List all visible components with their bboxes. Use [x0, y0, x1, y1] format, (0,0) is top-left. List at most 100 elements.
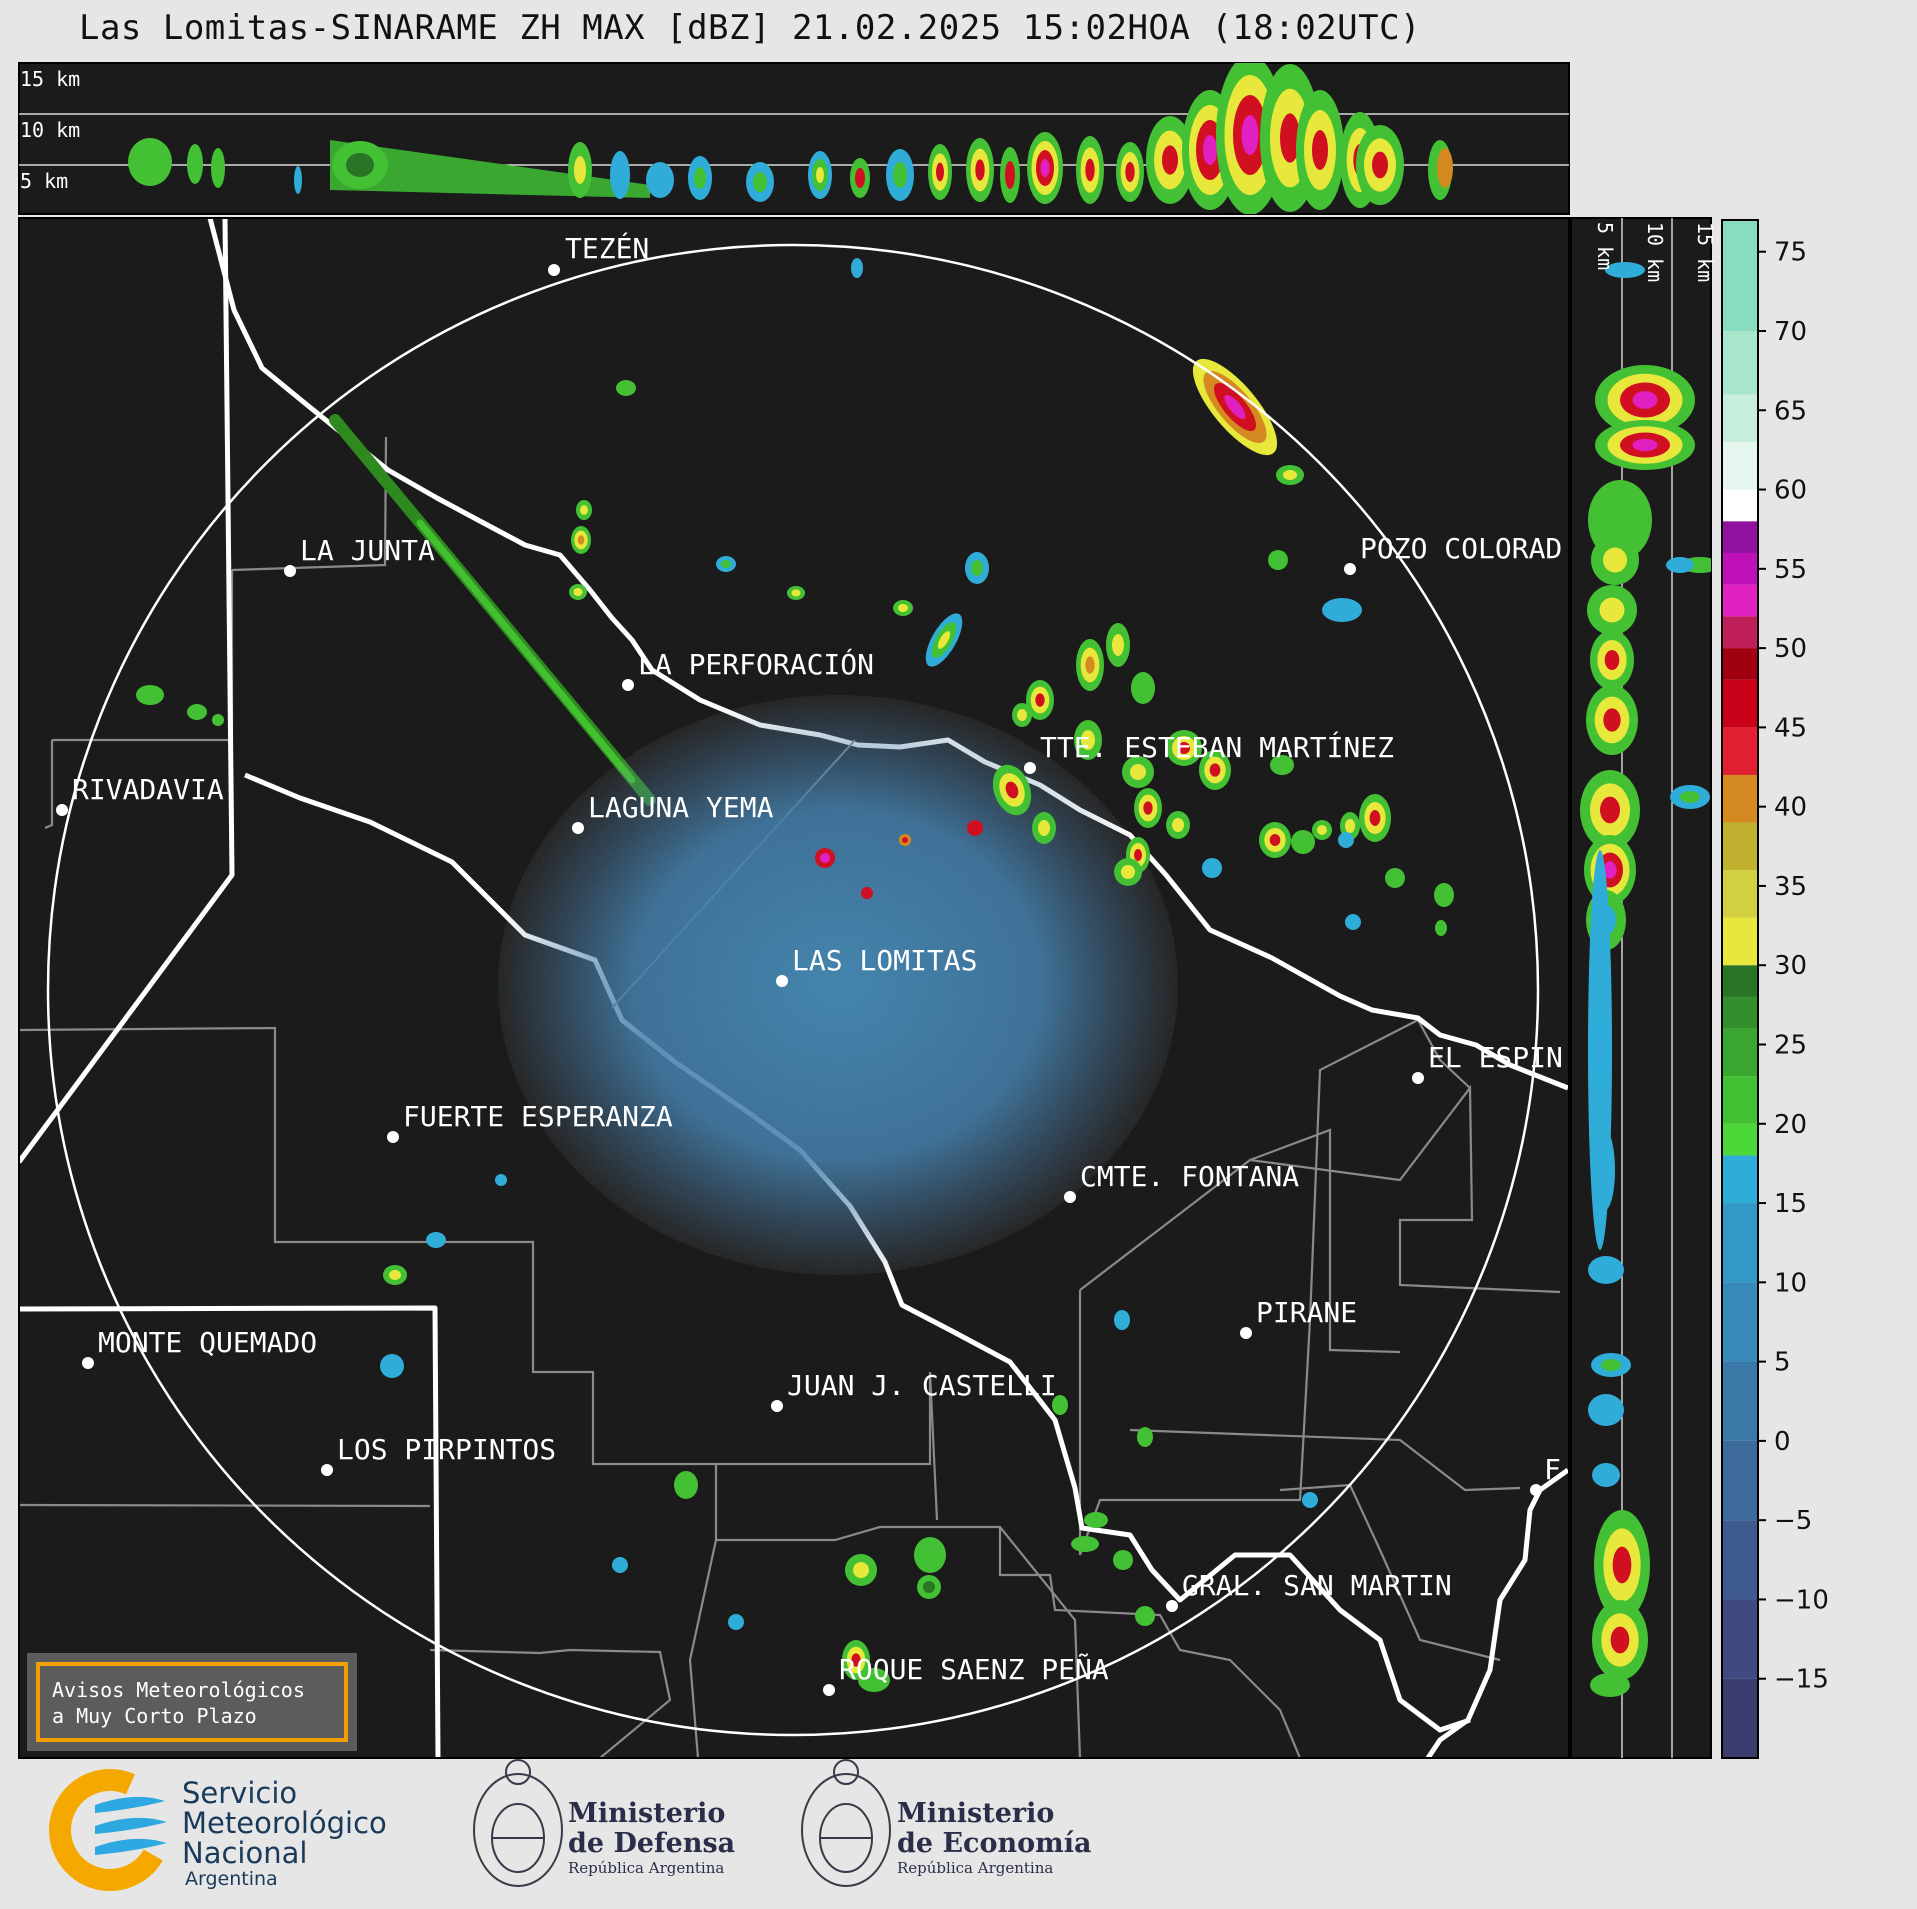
colorbar-tick-label: 75 [1774, 238, 1807, 268]
economia-logo: Ministerio de Economía República Argenti… [801, 1759, 1091, 1887]
echo-cell [965, 552, 989, 584]
echo-cell [893, 600, 913, 616]
place-las-lomitas: LAS LOMITAS [776, 944, 977, 987]
coat-of-arms-icon [801, 1759, 891, 1887]
echo-cell [966, 138, 994, 202]
echo-cell [851, 258, 863, 278]
colorbar-band [1722, 917, 1758, 966]
place-cmte-fontana: CMTE. FONTANA [1064, 1160, 1299, 1203]
echo-cell [1166, 811, 1190, 839]
echo-cell [1359, 794, 1391, 842]
top-altitude-profile: 15 km 10 km 5 km [18, 62, 1570, 215]
colorbar-band [1722, 727, 1758, 775]
svg-text:ROQUE SAENZ PEÑA: ROQUE SAENZ PEÑA [839, 1652, 1109, 1686]
colorbar-tick-label: 5 [1774, 1348, 1791, 1378]
echo-cell [1199, 750, 1231, 790]
echo-cell [1116, 142, 1144, 202]
echo-cell [1026, 680, 1054, 720]
svg-text:RIVADAVIA: RIVADAVIA [72, 773, 224, 806]
svg-text:CMTE. FONTANA: CMTE. FONTANA [1080, 1160, 1299, 1193]
echo-cell [1592, 1463, 1620, 1487]
echo-cell [1587, 585, 1637, 635]
echo-cell [858, 1668, 890, 1692]
svg-text:LAGUNA YEMA: LAGUNA YEMA [588, 791, 774, 824]
colorbar-band [1722, 220, 1758, 331]
echo-cell [576, 500, 592, 520]
echo-cell [646, 162, 674, 198]
svg-text:LAS LOMITAS: LAS LOMITAS [792, 944, 977, 977]
ground-clutter-texture [498, 695, 1178, 1275]
echo-cell [1312, 820, 1332, 840]
coat-of-arms-icon [473, 1759, 563, 1887]
echo-cell [212, 714, 224, 726]
echo-cell [1134, 788, 1162, 828]
echo-cell [1345, 914, 1361, 930]
colorbar-band [1722, 1282, 1758, 1362]
echo-cell [728, 1614, 744, 1630]
colorbar-band [1722, 330, 1758, 395]
place-monte-quemado: MONTE QUEMADO [82, 1326, 317, 1369]
echo-cell [612, 1557, 628, 1573]
colorbar-band [1722, 552, 1758, 585]
top-profile-echoes [128, 63, 1453, 214]
svg-text:FUERTE ESPERANZA: FUERTE ESPERANZA [403, 1100, 673, 1133]
echo-cell [1202, 858, 1222, 878]
echo-cell [128, 138, 172, 186]
echo-cell [886, 149, 914, 201]
place-tte-esteban-martinez: TTE. ESTEBAN MARTÍNEZ [1024, 730, 1394, 774]
colorbar-band [1722, 1678, 1758, 1758]
colorbar-tick-label: 55 [1774, 555, 1807, 585]
smn-logo: Servicio Meteorológico Nacional Argentin… [48, 1769, 387, 1891]
echo-cell [1435, 920, 1447, 936]
side-alt-label-15km: 15 km [1693, 222, 1717, 282]
echo-cell [1131, 672, 1155, 704]
echo-cell [1074, 720, 1102, 760]
echo-cell [992, 764, 1032, 816]
echo-cell [1071, 1536, 1099, 1552]
warning-box[interactable]: Avisos Meteorológicos a Muy Corto Plazo [27, 1653, 357, 1751]
defensa-line-2: de Defensa [568, 1828, 735, 1859]
svg-text:LA JUNTA: LA JUNTA [300, 534, 435, 567]
colorbar-band [1722, 1599, 1758, 1679]
colorbar-band [1722, 616, 1758, 649]
svg-text:POZO COLORAD: POZO COLORAD [1360, 532, 1562, 565]
colorbar-band [1722, 521, 1758, 553]
echo-cell [1437, 148, 1453, 188]
svg-text:PIRANE: PIRANE [1256, 1296, 1357, 1329]
echo-cell [1000, 147, 1020, 203]
colorbar-band [1722, 870, 1758, 918]
echo-cell [1076, 136, 1104, 204]
echo-cell [1137, 1427, 1153, 1447]
echo-cell [746, 162, 774, 202]
echo-cell [928, 144, 952, 200]
svg-text:LOS PIRPINTOS: LOS PIRPINTOS [337, 1433, 556, 1466]
top-alt-label-15km: 15 km [20, 67, 80, 91]
echo-cell [688, 156, 712, 200]
place-el-espinillo: EL ESPIN [1412, 1041, 1563, 1084]
echo-cell [568, 142, 592, 198]
echo-cell [1114, 858, 1142, 886]
side-profile-echoes [1580, 262, 1711, 1697]
colorbar-tick-label: 0 [1774, 1427, 1791, 1457]
place-roque-saenz-pena: ROQUE SAENZ PEÑA [823, 1652, 1109, 1696]
colorbar-band [1722, 1155, 1758, 1204]
echo-cell [1052, 1395, 1068, 1415]
echo-cell [1291, 830, 1315, 854]
echo-cell [1076, 639, 1104, 691]
colorbar-tick-label: 10 [1774, 1268, 1807, 1298]
place-fuerte-esperanza: FUERTE ESPERANZA [387, 1100, 673, 1143]
echo-cell [1666, 557, 1694, 573]
echo-cell [380, 1354, 404, 1378]
echo-cell [1259, 822, 1291, 858]
colorbar-frame [1721, 219, 1759, 1759]
colorbar-tick-label: 60 [1774, 476, 1807, 506]
colorbar-band [1722, 1520, 1758, 1600]
echo-cell [383, 1265, 407, 1285]
svg-text:TTE. ESTEBAN MARTÍNEZ: TTE. ESTEBAN MARTÍNEZ [1040, 730, 1394, 764]
echo-cell [1027, 132, 1063, 204]
echo-cell [1590, 1673, 1630, 1697]
top-alt-label-5km: 5 km [20, 169, 68, 193]
department-borders [19, 436, 1561, 1758]
echo-cell [1595, 1130, 1615, 1210]
place-pozo-colorado: POZO COLORAD [1344, 532, 1562, 575]
